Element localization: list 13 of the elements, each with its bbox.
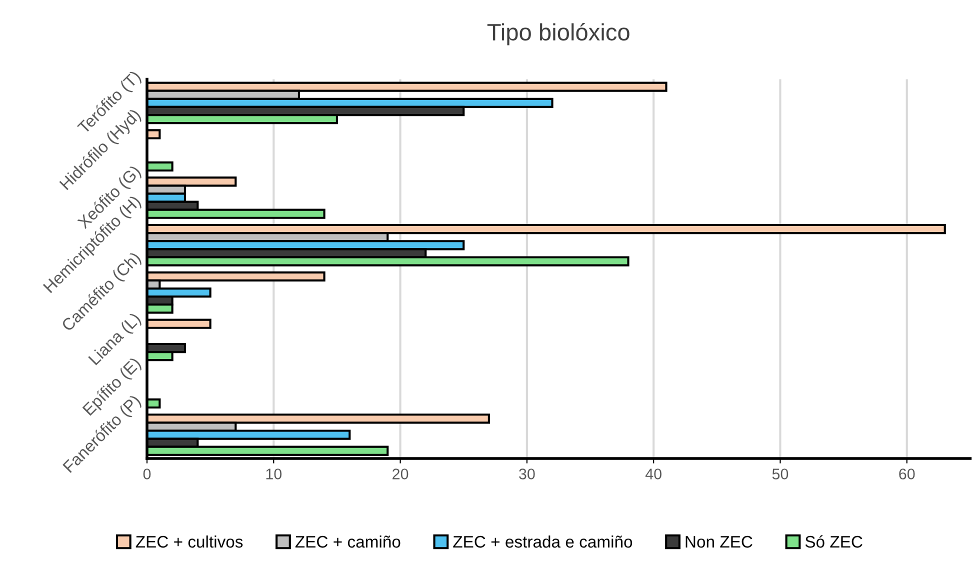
- legend-label: Non ZEC: [686, 536, 752, 548]
- x-tick-label: 10: [266, 468, 282, 480]
- legend-label: ZEC + camiño: [295, 535, 400, 548]
- x-tick-label: 40: [645, 468, 662, 480]
- x-tick-label: 60: [899, 468, 915, 480]
- x-tick-label: 20: [392, 468, 408, 480]
- legend-label: Só ZEC: [805, 535, 862, 548]
- x-tick-label: 0: [143, 468, 151, 480]
- x-tick-label: 30: [519, 468, 535, 480]
- legend-label: ZEC + cultivos: [136, 535, 243, 548]
- chart-title: Tipo biolóxico: [487, 22, 630, 46]
- x-tick-label: 50: [772, 468, 788, 480]
- legend-label: ZEC + estrada e camiño: [453, 535, 632, 548]
